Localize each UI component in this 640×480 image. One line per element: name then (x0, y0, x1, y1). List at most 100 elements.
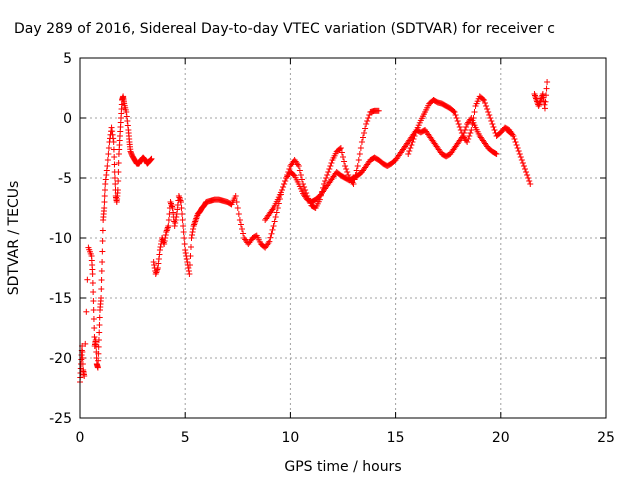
data-point (541, 101, 548, 108)
data-point (516, 151, 523, 157)
data-point (511, 136, 518, 142)
data-point (103, 167, 110, 174)
y-axis-label: SDTVAR / TECUs (6, 181, 22, 296)
data-point (176, 194, 183, 201)
data-point (517, 154, 524, 160)
data-point (273, 209, 280, 216)
x-tick-label: 20 (492, 430, 510, 446)
data-point (342, 163, 349, 169)
data-point (90, 307, 97, 313)
data-point (179, 217, 186, 223)
axis-ticks: 0 5 10 15 20 25 5 0 -5 -10 -15 -20 -25 (49, 51, 615, 446)
data-point (166, 211, 173, 217)
data-point (90, 316, 97, 322)
data-point (101, 205, 108, 211)
data-point (96, 314, 103, 321)
data-point (531, 91, 538, 97)
data-point (464, 139, 471, 145)
data-point (182, 247, 189, 253)
data-point (82, 340, 89, 347)
data-point (296, 167, 303, 174)
data-point (240, 230, 247, 237)
data-point (232, 193, 239, 199)
data-point (406, 148, 413, 154)
data-point (492, 150, 499, 157)
data-point (185, 268, 192, 274)
data-point (512, 139, 519, 145)
data-point (523, 169, 530, 175)
data-point (451, 109, 458, 115)
data-point (525, 175, 532, 181)
data-point (177, 199, 184, 205)
data-point (268, 230, 275, 237)
data-point (98, 286, 105, 292)
data-point (302, 187, 309, 193)
data-point (471, 109, 478, 115)
data-point (407, 145, 414, 151)
data-point (350, 181, 357, 187)
data-point (95, 337, 102, 343)
data-point (458, 130, 465, 136)
x-tick-label: 10 (281, 430, 299, 446)
data-point (179, 211, 186, 217)
data-point (162, 232, 169, 238)
data-point (359, 134, 366, 141)
data-point (93, 343, 100, 349)
data-point (161, 241, 168, 247)
data-point (123, 113, 130, 120)
data-point (465, 136, 472, 142)
data-point (470, 115, 477, 121)
data-point (266, 238, 273, 245)
data-point (467, 130, 474, 136)
data-point (483, 103, 490, 109)
data-point (84, 276, 91, 283)
chart-title: Day 289 of 2016, Sidereal Day-to-day VTE… (14, 21, 555, 37)
data-point (163, 229, 170, 235)
data-point (235, 211, 242, 217)
data-point (161, 238, 168, 244)
data-point (115, 178, 122, 184)
data-point (541, 105, 548, 112)
x-tick-label: 15 (387, 430, 405, 446)
y-tick-label: -20 (49, 351, 72, 367)
data-point (124, 122, 131, 129)
data-point (357, 145, 364, 151)
data-point (99, 248, 106, 255)
data-point (411, 133, 418, 139)
data-point (234, 205, 241, 211)
data-point (167, 199, 174, 205)
data-point (183, 256, 190, 262)
data-point (90, 289, 97, 295)
data-point (124, 118, 131, 124)
data-point (281, 181, 288, 187)
data-point (98, 295, 105, 301)
data-point (192, 218, 199, 225)
grid-lines (80, 58, 606, 418)
data-point (167, 200, 174, 207)
data-point (487, 115, 494, 121)
y-tick-label: 5 (63, 51, 72, 67)
data-point (186, 262, 193, 268)
data-point (338, 149, 345, 156)
data-point (344, 169, 351, 175)
data-point (514, 145, 521, 151)
data-point (164, 226, 171, 232)
data-point (180, 229, 187, 235)
data-point (99, 259, 106, 265)
data-point (322, 178, 329, 184)
data-point (169, 205, 176, 211)
data-point (168, 202, 175, 208)
data-point (172, 217, 179, 223)
data-point (89, 280, 96, 286)
data-point (148, 156, 155, 163)
data-point (112, 181, 119, 187)
data-point (518, 157, 525, 163)
data-point (153, 269, 160, 276)
data-point (543, 85, 550, 92)
data-point (524, 172, 531, 178)
data-point (110, 146, 117, 153)
data-point (105, 145, 112, 151)
data-point (484, 106, 491, 112)
data-point (361, 130, 368, 136)
data-point (95, 343, 102, 350)
